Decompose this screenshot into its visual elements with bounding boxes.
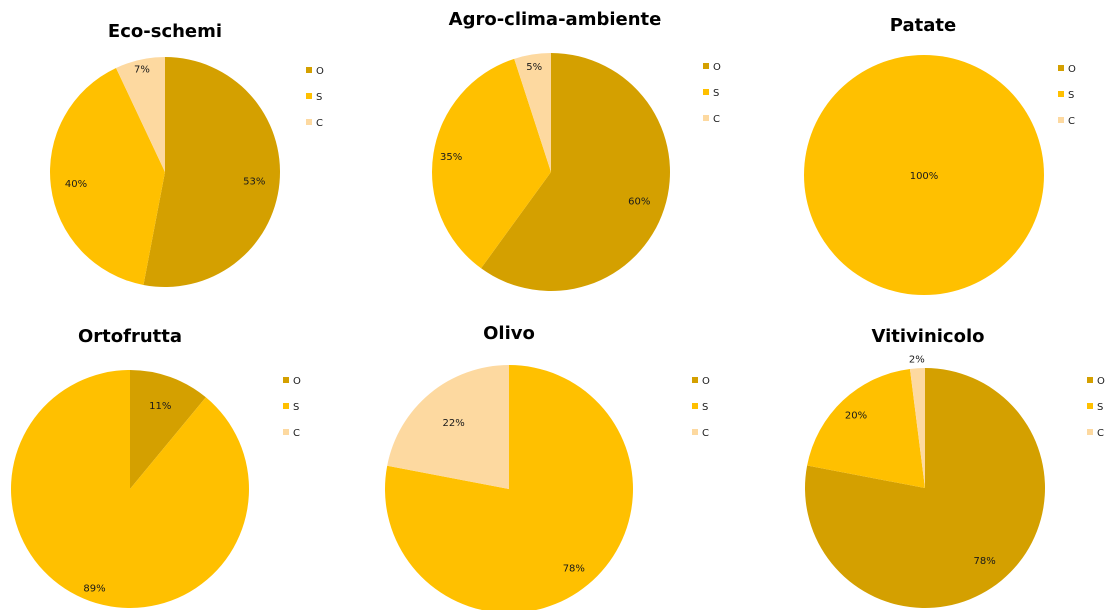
legend-swatch-C (306, 119, 312, 125)
data-label-O: 11% (149, 401, 171, 412)
legend-swatch-S (692, 403, 698, 409)
legend-label-S: S (702, 402, 708, 413)
pie-slice-S (49, 67, 166, 285)
chart-title: Patate (890, 15, 956, 36)
legend-swatch-O (1087, 377, 1093, 383)
chart-title: Eco-schemi (108, 21, 222, 42)
legend-swatch-O (703, 63, 709, 69)
pie-chart-2: Agro-clima-ambiente 60% 35% 5% O S C (432, 9, 721, 292)
chart-title: Agro-clima-ambiente (449, 9, 662, 30)
pie-slice-C (514, 53, 551, 172)
legend-label-O: O (293, 376, 301, 387)
legend: O S C (306, 66, 324, 129)
data-label-S: 78% (563, 563, 585, 574)
data-label-S: 35% (440, 152, 462, 163)
pie-chart-4: Ortofrutta 11% 89% O S C (10, 326, 301, 609)
legend-swatch-C (1058, 117, 1064, 123)
pie-slice-C (387, 364, 509, 489)
data-label-O: 60% (628, 197, 650, 208)
legend-label-S: S (1068, 90, 1074, 101)
legend-swatch-S (703, 89, 709, 95)
legend-label-O: O (713, 62, 721, 73)
legend: O S C (1058, 64, 1076, 127)
data-label-S: 40% (65, 179, 87, 190)
pie-slice-O (481, 53, 671, 292)
legend-label-S: S (1097, 402, 1103, 413)
legend-swatch-C (283, 429, 289, 435)
legend-label-O: O (1068, 64, 1076, 75)
data-label-S: 20% (845, 411, 867, 422)
pie-slice-O (130, 370, 206, 489)
pie-slice-S (385, 365, 633, 610)
legend-label-C: C (293, 428, 300, 439)
legend-label-O: O (702, 376, 710, 387)
legend-swatch-C (703, 115, 709, 121)
pie-slice-O (143, 57, 281, 287)
legend: O S C (692, 376, 710, 439)
pie-chart-1: Eco-schemi 53% 40% 7% O S C (49, 21, 324, 287)
pie-slice-S (804, 55, 1044, 295)
legend-swatch-S (283, 403, 289, 409)
data-label-O: 78% (974, 556, 996, 567)
pie-chart-6: Vitivinicolo 78% 20% 2% O S C (804, 326, 1105, 608)
data-label-S: 89% (83, 584, 105, 595)
legend: O S C (703, 62, 721, 125)
legend-swatch-S (1087, 403, 1093, 409)
legend: O S C (283, 376, 301, 439)
legend-swatch-S (1058, 91, 1064, 97)
data-label-C: 22% (443, 418, 465, 429)
legend-label-C: C (316, 118, 323, 129)
legend-label-O: O (316, 66, 324, 77)
legend-swatch-O (1058, 65, 1064, 71)
legend-swatch-O (283, 377, 289, 383)
pie-slice-C (909, 368, 925, 488)
legend-swatch-S (306, 93, 312, 99)
data-label-S: 100% (910, 171, 939, 182)
pie-chart-3: Patate 100% O S C (804, 15, 1076, 295)
legend-label-C: C (713, 114, 720, 125)
data-label-C: 7% (134, 65, 150, 76)
legend-label-C: C (1097, 428, 1104, 439)
legend-swatch-O (306, 67, 312, 73)
legend-label-C: C (702, 428, 709, 439)
pie-chart-5: Olivo 78% 22% O S C (385, 323, 710, 610)
data-label-C: 2% (909, 355, 925, 366)
pie-slice-S (10, 370, 250, 609)
data-label-C: 5% (526, 62, 542, 73)
legend-swatch-O (692, 377, 698, 383)
legend-swatch-C (1087, 429, 1093, 435)
data-label-O: 53% (243, 176, 265, 187)
chart-title: Vitivinicolo (871, 326, 984, 347)
legend-swatch-C (692, 429, 698, 435)
legend: O S C (1087, 376, 1105, 439)
chart-title: Olivo (483, 323, 535, 344)
pie-slice-C (116, 57, 165, 172)
legend-label-S: S (713, 88, 719, 99)
pie-slice-S (432, 58, 551, 269)
legend-label-O: O (1097, 376, 1105, 387)
legend-label-S: S (293, 402, 299, 413)
chart-title: Ortofrutta (78, 326, 182, 347)
legend-label-C: C (1068, 116, 1075, 127)
pie-slice-S (807, 368, 925, 488)
legend-label-S: S (316, 92, 322, 103)
